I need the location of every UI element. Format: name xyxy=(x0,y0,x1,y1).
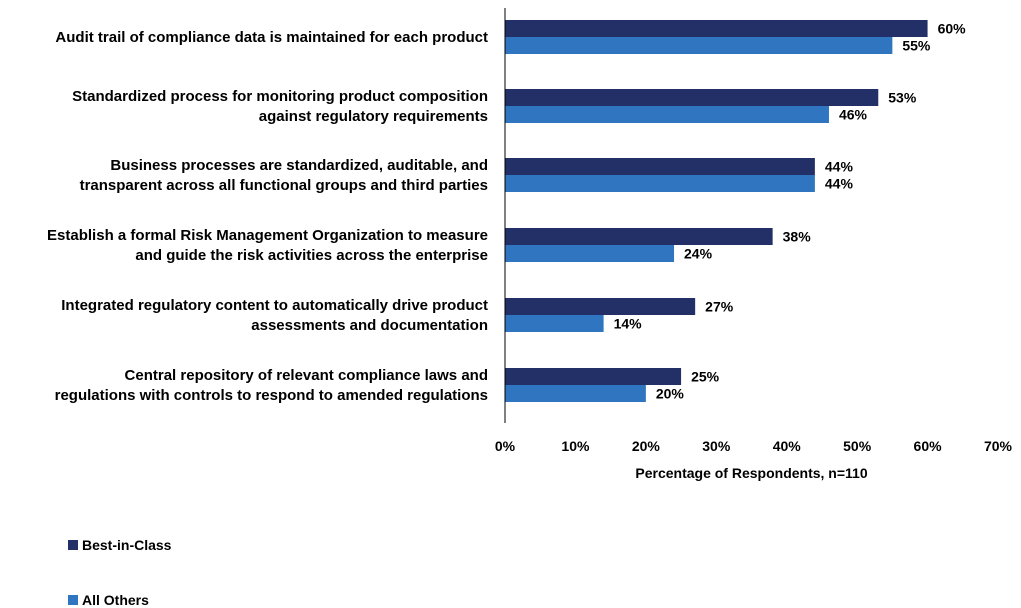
data-label-best-in-class: 25% xyxy=(691,369,720,385)
x-tick-label: 60% xyxy=(914,438,943,454)
bar-best-in-class xyxy=(505,228,773,245)
legend-swatch-best-in-class xyxy=(68,540,78,550)
category-label: Central repository of relevant complianc… xyxy=(55,367,488,404)
bar-best-in-class xyxy=(505,158,815,175)
bar-best-in-class xyxy=(505,89,879,106)
bar-best-in-class xyxy=(505,298,696,315)
data-label-best-in-class: 27% xyxy=(705,299,734,315)
bar-all-others xyxy=(505,245,675,262)
bar-best-in-class xyxy=(505,368,682,385)
data-label-all-others: 20% xyxy=(656,386,685,402)
bar-all-others xyxy=(505,175,815,192)
bar-all-others xyxy=(505,315,604,332)
x-tick-label: 40% xyxy=(773,438,802,454)
x-tick-label: 0% xyxy=(495,438,516,454)
data-label-all-others: 24% xyxy=(684,246,713,262)
x-tick-label: 10% xyxy=(561,438,590,454)
category-label: Integrated regulatory content to automat… xyxy=(61,297,488,334)
data-label-best-in-class: 60% xyxy=(938,21,967,37)
value-labels: 60% 55% 53% 46% 44%44% 38% 24% 27% 14% 25% 20% xyxy=(614,21,967,402)
legend-label-all-others: All Others xyxy=(82,592,149,608)
bar-all-others xyxy=(505,385,646,402)
x-tick-label: 30% xyxy=(702,438,731,454)
legend-label-best-in-class: Best-in-Class xyxy=(82,537,172,553)
legend-item-all-others: All Others xyxy=(68,592,149,608)
bar-all-others xyxy=(505,106,829,123)
x-tick-label: 70% xyxy=(984,438,1013,454)
x-axis-ticks: 0% 10% 20% 30% 40% 50% 60% 70% xyxy=(495,438,1013,454)
legend-item-best-in-class: Best-in-Class xyxy=(68,537,171,553)
x-tick-label: 20% xyxy=(632,438,661,454)
category-label: Business processes are standardized, aud… xyxy=(80,157,488,194)
bars xyxy=(505,20,928,402)
data-label-best-in-class: 38% xyxy=(783,229,812,245)
data-label-all-others: 14% xyxy=(614,316,643,332)
category-labels: Audit trail of compliance data is mainta… xyxy=(47,29,488,404)
x-tick-label: 50% xyxy=(843,438,872,454)
data-label-best-in-class: 44% xyxy=(825,159,854,175)
bar-best-in-class xyxy=(505,20,928,37)
data-label-all-others: 46% xyxy=(839,107,868,123)
category-label: Establish a formal Risk Management Organ… xyxy=(47,227,488,264)
category-label: Audit trail of compliance data is mainta… xyxy=(55,29,488,46)
x-axis-title: Percentage of Respondents, n=110 xyxy=(635,465,867,481)
data-label-best-in-class: 53% xyxy=(888,90,917,106)
data-label-all-others: 44% xyxy=(825,176,854,192)
legend-swatch-all-others xyxy=(68,595,78,605)
bar-all-others xyxy=(505,37,893,54)
category-label: Standardized process for monitoring prod… xyxy=(72,88,488,125)
data-label-all-others: 55% xyxy=(902,38,931,54)
